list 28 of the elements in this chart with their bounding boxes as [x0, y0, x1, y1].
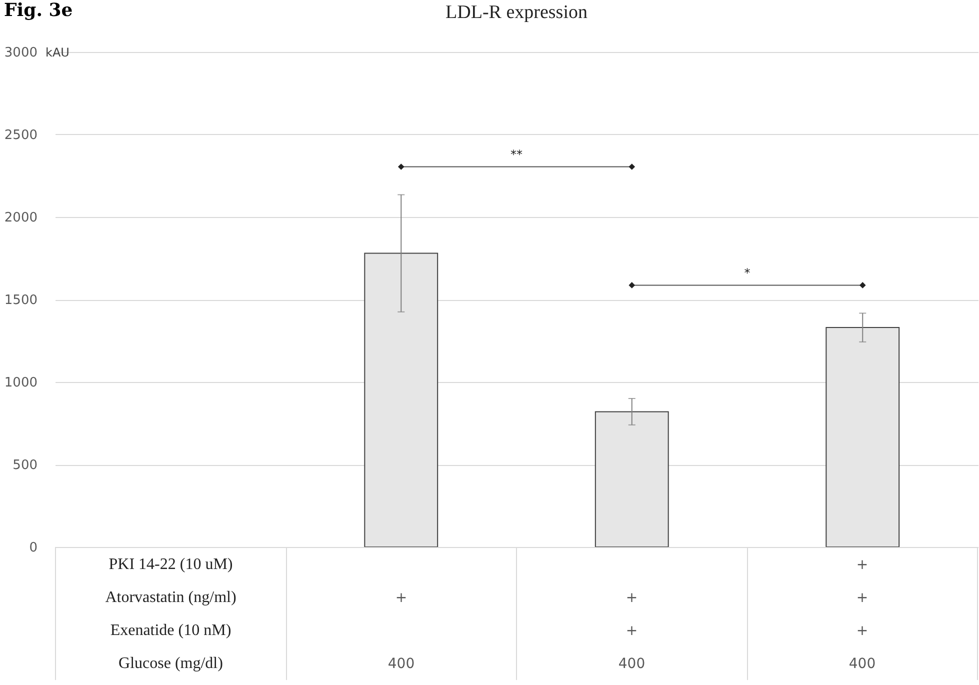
text: PKI 14-22 (10 uM) — [56, 548, 286, 581]
caption: Fig. 3e — [4, 0, 73, 21]
text: 400 — [747, 647, 978, 680]
text: + — [747, 614, 978, 647]
text: + — [747, 581, 978, 614]
text: 400 — [516, 647, 747, 680]
y-tick-label: 3000 — [4, 46, 38, 60]
annotation: * — [744, 266, 750, 280]
y-tick-label: 1500 — [4, 293, 38, 308]
bar — [364, 252, 438, 548]
y-tick-label: 500 — [12, 458, 38, 473]
y-tick-label: 1000 — [4, 376, 38, 390]
bar — [826, 327, 900, 548]
text: + — [747, 548, 978, 581]
y-tick-label: 2500 — [4, 128, 38, 143]
text: + — [516, 614, 747, 647]
y-tick-label: 2000 — [4, 210, 38, 226]
y-tick-label: 0 — [29, 540, 38, 556]
text: 400 — [286, 647, 516, 680]
annotation: ** — [510, 148, 522, 162]
text: Exenatide (10 nM) — [56, 614, 286, 647]
bar — [594, 411, 669, 548]
text: Atorvastatin (ng/ml) — [56, 581, 286, 614]
text: + — [516, 581, 747, 614]
text: + — [286, 581, 516, 614]
text: Glucose (mg/dl) — [56, 647, 286, 680]
chart-title: LDL-R expression — [446, 2, 588, 23]
y-axis-title: kAU — [46, 46, 70, 60]
